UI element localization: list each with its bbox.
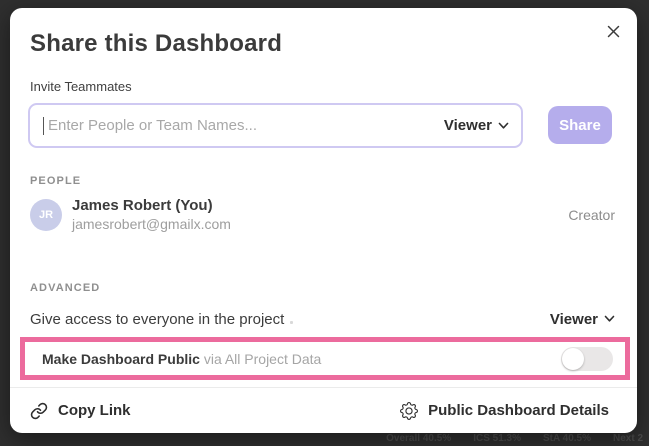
modal-footer: Copy Link Public Dashboard Details <box>10 387 637 433</box>
legend-item: StA 40.5% <box>543 432 591 444</box>
invite-teammates-label: Invite Teammates <box>30 79 132 94</box>
make-public-toggle[interactable] <box>561 346 613 371</box>
public-dashboard-details-button[interactable]: Public Dashboard Details <box>400 401 609 420</box>
annotation-highlight-box: Make Dashboard Public via All Project Da… <box>20 337 630 380</box>
project-access-text: Give access to everyone in the project <box>30 310 285 328</box>
invite-input-container: Viewer <box>28 103 523 148</box>
project-access-role-value: Viewer <box>549 310 598 328</box>
person-role-badge: Creator <box>568 207 615 223</box>
project-access-row: Give access to everyone in the project V… <box>30 307 615 331</box>
people-section-label: PEOPLE <box>30 175 82 187</box>
chevron-down-icon <box>604 315 615 323</box>
advanced-section-label: ADVANCED <box>30 282 101 294</box>
gear-icon <box>400 401 419 420</box>
make-public-label-bold: Make Dashboard Public <box>42 350 200 367</box>
toggle-knob <box>562 347 584 370</box>
avatar: JR <box>30 199 62 231</box>
project-access-role-dropdown[interactable]: Viewer <box>550 311 615 328</box>
person-email: jamesrobert@gmailx.com <box>72 215 231 232</box>
public-dashboard-details-label: Public Dashboard Details <box>428 402 609 419</box>
copy-link-label: Copy Link <box>58 402 131 419</box>
make-public-label: Make Dashboard Public via All Project Da… <box>42 351 321 367</box>
share-dashboard-modal: Share this Dashboard Invite Teammates Vi… <box>10 8 637 433</box>
close-button[interactable] <box>603 21 623 41</box>
invite-role-value: Viewer <box>443 117 492 134</box>
legend-item: ICS 51.3% <box>473 432 521 444</box>
copy-link-button[interactable]: Copy Link <box>30 402 131 420</box>
make-public-label-muted: via All Project Data <box>199 350 322 367</box>
text-caret <box>43 116 44 135</box>
person-identity: James Robert (You) jamesrobert@gmailx.co… <box>72 197 568 233</box>
modal-title: Share this Dashboard <box>30 30 283 57</box>
person-name: James Robert (You) <box>72 196 213 214</box>
invite-input[interactable] <box>46 116 444 135</box>
close-icon <box>606 24 621 39</box>
project-access-label: Give access to everyone in the project <box>30 310 294 328</box>
background-dashboard-legend: Overall 40.5% ICS 51.3% StA 40.5% Next 2 <box>0 431 643 445</box>
person-row: JR James Robert (You) jamesrobert@gmailx… <box>30 197 615 233</box>
chevron-down-icon <box>498 122 509 130</box>
legend-item: Overall 40.5% <box>386 432 452 444</box>
info-dot-icon <box>290 320 294 324</box>
legend-item: Next 2 <box>612 432 643 444</box>
share-button[interactable]: Share <box>548 106 612 144</box>
invite-role-dropdown[interactable]: Viewer <box>444 117 509 134</box>
link-icon <box>30 402 48 420</box>
